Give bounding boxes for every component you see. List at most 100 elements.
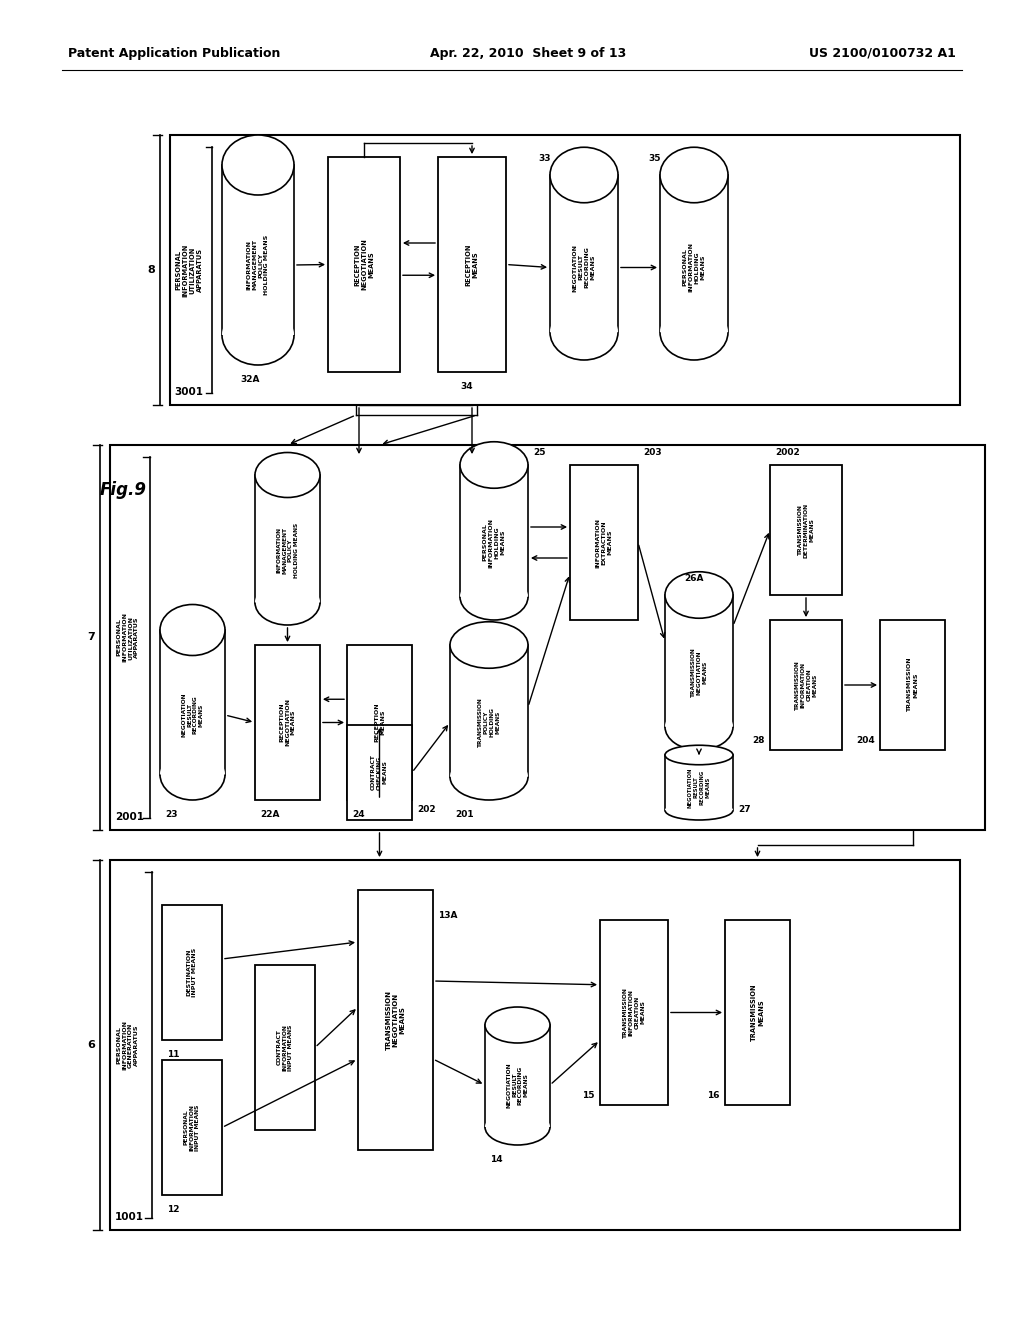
Text: 3001: 3001: [174, 387, 203, 397]
Ellipse shape: [550, 305, 618, 360]
Text: NEGOTIATION
RESULT
RECORDING
MEANS: NEGOTIATION RESULT RECORDING MEANS: [506, 1063, 528, 1107]
Bar: [358, 890, 433, 1150]
Bar: [162, 1060, 222, 1195]
Ellipse shape: [222, 305, 294, 366]
Ellipse shape: [160, 605, 225, 656]
Text: TRANSMISSION
DETERMINATION
MEANS: TRANSMISSION DETERMINATION MEANS: [798, 503, 814, 557]
Text: 2002: 2002: [775, 447, 800, 457]
Text: PERSONAL
INFORMATION
INPUT MEANS: PERSONAL INFORMATION INPUT MEANS: [183, 1104, 201, 1151]
Bar: [110, 445, 985, 830]
Text: 8: 8: [147, 265, 155, 275]
Text: RECEPTION
MEANS: RECEPTION MEANS: [466, 243, 478, 285]
Text: 28: 28: [753, 737, 765, 744]
Bar: [110, 861, 961, 1230]
Text: CONTRACT
INFORMATION
INPUT MEANS: CONTRACT INFORMATION INPUT MEANS: [276, 1024, 293, 1071]
Text: NEGOTIATION
RESULT
RECORDING
MEANS: NEGOTIATION RESULT RECORDING MEANS: [181, 693, 204, 738]
Bar: [255, 965, 315, 1130]
Bar: [725, 920, 790, 1105]
Bar: [665, 595, 733, 727]
Text: 35: 35: [648, 154, 660, 162]
Ellipse shape: [665, 572, 733, 618]
Text: INFORMATION
MANAGEMENT
POLICY
HOLDING MEANS: INFORMATION MANAGEMENT POLICY HOLDING ME…: [247, 235, 269, 296]
Bar: [162, 906, 222, 1040]
Ellipse shape: [255, 579, 319, 624]
Bar: [550, 176, 618, 333]
Text: DESTINATION
INPUT MEANS: DESTINATION INPUT MEANS: [186, 948, 198, 997]
Bar: [255, 475, 319, 602]
Text: TRANSMISSION
NEGOTIATION
MEANS: TRANSMISSION NEGOTIATION MEANS: [385, 990, 406, 1049]
Text: NEGOTIATION
RESULT
RECORDING
MEANS: NEGOTIATION RESULT RECORDING MEANS: [572, 243, 595, 292]
Text: 12: 12: [167, 1205, 179, 1214]
Ellipse shape: [665, 800, 733, 820]
Text: 32A: 32A: [240, 375, 259, 384]
Bar: [450, 645, 528, 776]
Bar: [485, 1026, 550, 1127]
Text: 26A: 26A: [684, 574, 703, 583]
Ellipse shape: [255, 453, 319, 498]
Text: 1001: 1001: [115, 1212, 144, 1222]
Bar: [600, 920, 668, 1105]
Text: 11: 11: [167, 1049, 179, 1059]
Ellipse shape: [485, 1109, 550, 1144]
Text: RECEPTION
NEGOTIATION
MEANS: RECEPTION NEGOTIATION MEANS: [354, 239, 374, 290]
Ellipse shape: [660, 305, 728, 360]
Text: 14: 14: [490, 1155, 503, 1164]
Ellipse shape: [665, 746, 733, 764]
Ellipse shape: [222, 135, 294, 195]
Text: PERSONAL
INFORMATION
UTILIZATION
APPARATUS: PERSONAL INFORMATION UTILIZATION APPARAT…: [175, 243, 203, 297]
Text: 16: 16: [708, 1092, 720, 1100]
Text: PERSONAL
INFORMATION
HOLDING
MEANS: PERSONAL INFORMATION HOLDING MEANS: [482, 517, 505, 568]
Bar: [170, 135, 961, 405]
Text: RECEPTION
NEGOTIATION
MEANS: RECEPTION NEGOTIATION MEANS: [280, 698, 296, 747]
Ellipse shape: [485, 1007, 550, 1043]
Ellipse shape: [460, 442, 528, 488]
Text: 13A: 13A: [438, 911, 458, 920]
Ellipse shape: [450, 754, 528, 800]
Text: TRANSMISSION
POLICY
HOLDING
MEANS: TRANSMISSION POLICY HOLDING MEANS: [478, 698, 500, 747]
Ellipse shape: [550, 148, 618, 203]
Text: 6: 6: [87, 1040, 95, 1049]
Bar: [347, 725, 412, 820]
Text: CONTRACT
CHECKING
MEANS: CONTRACT CHECKING MEANS: [371, 755, 388, 791]
Bar: [770, 465, 842, 595]
Bar: [770, 620, 842, 750]
Text: PERSONAL
INFORMATION
UTILIZATION
APPARATUS: PERSONAL INFORMATION UTILIZATION APPARAT…: [117, 612, 138, 663]
Text: 2001: 2001: [115, 812, 144, 822]
Text: PERSONAL
INFORMATION
GENERATION
APPARATUS: PERSONAL INFORMATION GENERATION APPARATU…: [117, 1020, 138, 1071]
Text: RECEPTION
MEANS: RECEPTION MEANS: [374, 702, 385, 742]
Bar: [570, 465, 638, 620]
Text: 24: 24: [352, 810, 365, 818]
Text: INFORMATION
EXTRACTION
MEANS: INFORMATION EXTRACTION MEANS: [596, 517, 612, 568]
Bar: [328, 157, 400, 372]
Bar: [222, 165, 294, 335]
Ellipse shape: [160, 748, 225, 800]
Ellipse shape: [665, 704, 733, 750]
Text: NEGOTIATION
RESULT
RECORDING
MEANS: NEGOTIATION RESULT RECORDING MEANS: [688, 767, 711, 808]
Text: 204: 204: [856, 737, 874, 744]
Text: 202: 202: [417, 805, 435, 814]
Text: 201: 201: [455, 810, 474, 818]
Bar: [347, 645, 412, 800]
Bar: [660, 176, 728, 333]
Text: 25: 25: [534, 447, 546, 457]
Text: 15: 15: [583, 1092, 595, 1100]
Text: Patent Application Publication: Patent Application Publication: [68, 46, 281, 59]
Ellipse shape: [450, 622, 528, 668]
Text: Fig.9: Fig.9: [100, 480, 147, 499]
Text: TRANSMISSION
INFORMATION
CREATION
MEANS: TRANSMISSION INFORMATION CREATION MEANS: [623, 987, 645, 1038]
Text: TRANSMISSION
NEGOTIATION
MEANS: TRANSMISSION NEGOTIATION MEANS: [691, 648, 708, 697]
Bar: [460, 465, 528, 597]
Bar: [438, 157, 506, 372]
Text: 23: 23: [165, 810, 177, 818]
Ellipse shape: [660, 148, 728, 203]
Text: 33: 33: [538, 154, 551, 162]
Text: 203: 203: [643, 447, 662, 457]
Text: INFORMATION
MANAGEMENT
POLICY
HOLDING MEANS: INFORMATION MANAGEMENT POLICY HOLDING ME…: [276, 523, 299, 578]
Text: 7: 7: [87, 632, 95, 643]
Ellipse shape: [460, 573, 528, 620]
Bar: [160, 630, 225, 775]
Text: US 2100/0100732 A1: US 2100/0100732 A1: [809, 46, 956, 59]
Text: TRANSMISSION
MEANS: TRANSMISSION MEANS: [751, 983, 764, 1041]
Text: 34: 34: [460, 381, 473, 391]
Text: TRANSMISSION
INFORMATION
CREATION
MEANS: TRANSMISSION INFORMATION CREATION MEANS: [795, 660, 817, 710]
